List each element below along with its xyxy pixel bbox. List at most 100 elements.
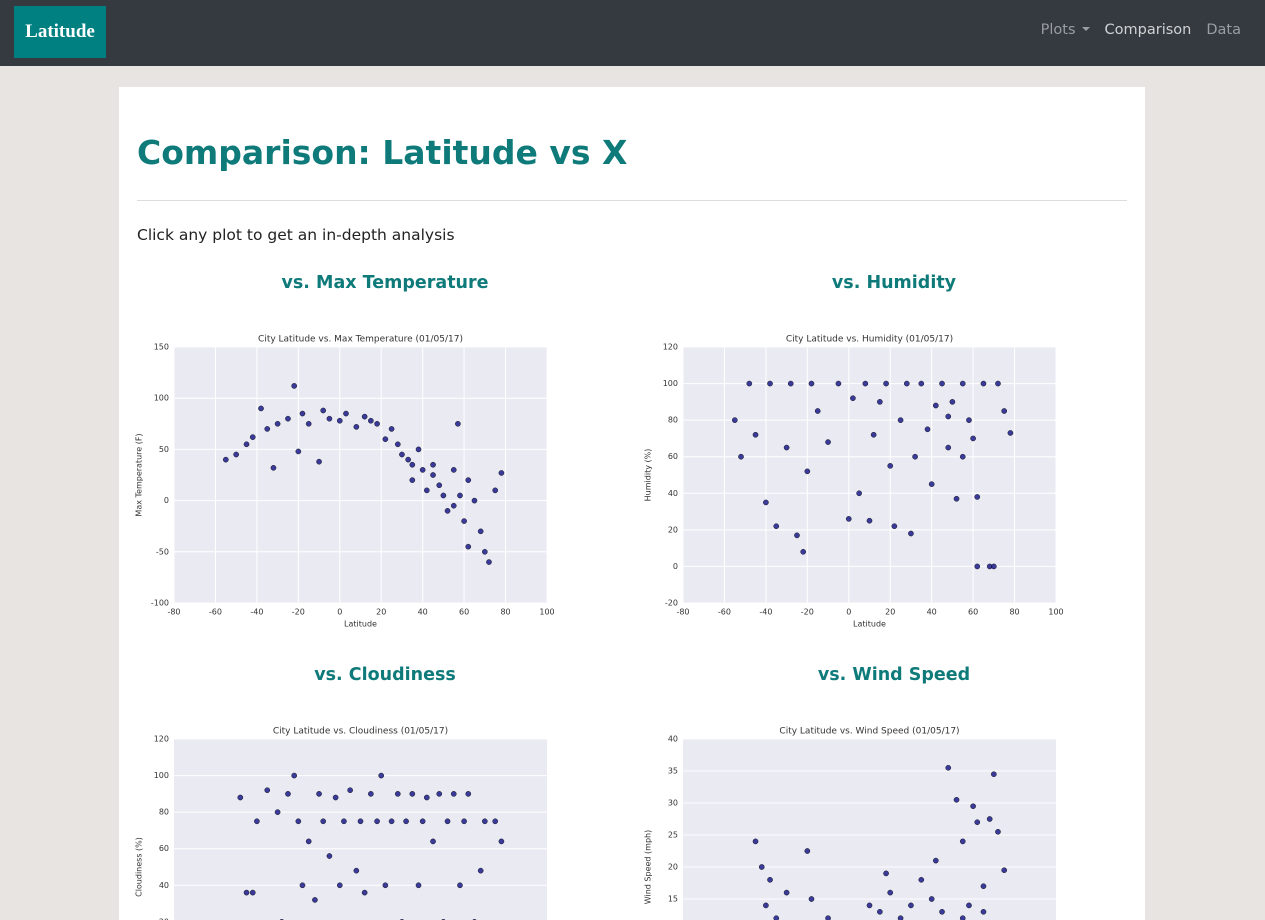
data-point [419,467,426,473]
data-point [939,908,945,915]
data-point [883,870,889,877]
data-point [966,417,972,423]
x-tick-label: -80 [676,608,689,617]
data-point [361,889,368,896]
data-point [465,477,472,483]
plot-image[interactable]: City Latitude vs. Cloudiness (01/05/17)-… [127,717,567,920]
plot-image[interactable]: City Latitude vs. Humidity (01/05/17) -80… [636,325,1076,635]
data-point [887,889,894,896]
data-point [403,818,409,825]
navbar: Latitude Plots Comparison Data [0,0,1265,66]
x-axis-label: Latitude [853,620,886,629]
data-point [347,787,353,793]
data-point [424,487,430,494]
y-tick-label: 0 [673,562,678,571]
data-point [959,838,966,845]
data-point [800,548,806,555]
data-point [482,818,488,825]
data-point [285,791,291,797]
plot-area [174,347,547,603]
x-tick-label: 40 [418,608,428,617]
data-point [382,436,389,442]
data-point [482,548,488,555]
y-tick-label: 20 [668,863,678,872]
data-point [903,380,910,387]
y-tick-label: 100 [154,771,169,780]
plot-heading: vs. Cloudiness [314,665,456,685]
data-point [299,882,306,889]
plot-area [174,739,547,920]
data-point [908,530,914,537]
y-axis-label: Humidity (%) [644,449,653,502]
data-point [430,472,436,478]
data-point [835,380,842,387]
nav-link[interactable]: Comparison [1104,22,1192,38]
plot-image[interactable]: City Latitude vs. Max Temperature (01/05… [127,325,567,635]
data-point [264,787,271,793]
y-tick-label: 120 [663,343,678,352]
data-point [419,818,426,825]
data-point [891,523,898,529]
data-point [382,882,389,889]
data-point [237,794,244,801]
y-axis-label: Wind Speed (mph) [644,830,653,904]
x-tick-label: 20 [376,608,386,617]
data-point [461,818,467,825]
data-point [336,882,343,889]
y-axis-label: Cloudiness (%) [135,837,144,897]
data-point [430,461,436,468]
data-point [415,446,422,453]
x-tick-label: -20 [801,608,814,617]
data-point [457,492,463,499]
y-tick-label: 35 [668,767,678,776]
data-point [332,794,339,801]
data-point [959,380,966,387]
data-point [732,417,738,423]
data-point [394,791,401,797]
data-point [804,848,811,854]
nav-link[interactable]: Data [1206,22,1241,38]
page-heading: Comparison: Latitude vs X [137,133,628,172]
plot-image[interactable]: City Latitude vs. Wind Speed (01/05/17)0… [636,717,1076,920]
x-tick-label: 60 [459,608,469,617]
data-point [254,818,260,825]
data-point [233,451,239,458]
data-point [357,818,364,825]
brand[interactable]: Latitude [14,6,106,58]
data-point [986,816,993,822]
data-point [945,413,952,420]
x-tick-label: -40 [250,608,263,617]
data-point [959,915,966,920]
chart-title: City Latitude vs. Cloudiness (01/05/17) [273,727,448,737]
data-point [440,492,447,499]
data-point [457,882,463,889]
data-point [949,399,956,405]
y-tick-label: 40 [668,735,678,744]
data-point [341,818,347,825]
data-point [763,902,769,909]
data-point [928,896,935,902]
x-tick-label: 20 [885,608,895,617]
y-tick-label: 40 [668,489,678,498]
chart-title: City Latitude vs. Humidity (01/05/17) [786,335,953,345]
data-point [928,481,935,487]
y-tick-label: 30 [668,799,678,808]
data-point [738,453,744,460]
x-tick-label: 60 [968,608,978,617]
data-point [980,883,987,889]
y-tick-label: -100 [151,599,169,608]
data-point [991,563,997,570]
y-tick-label: 20 [159,917,169,920]
data-point [274,809,281,815]
data-point [320,818,326,825]
content-card: Comparison: Latitude vs X Click any plot… [119,87,1145,920]
data-point [461,518,467,524]
data-point [814,408,821,414]
y-axis-label: Max Temperature (F) [135,433,144,516]
plot-heading: vs. Humidity [831,273,957,293]
data-point [877,908,883,915]
data-point [270,465,277,471]
nav-link[interactable]: Plots [1041,22,1090,38]
data-point [974,563,981,570]
x-tick-label: 100 [539,608,554,617]
